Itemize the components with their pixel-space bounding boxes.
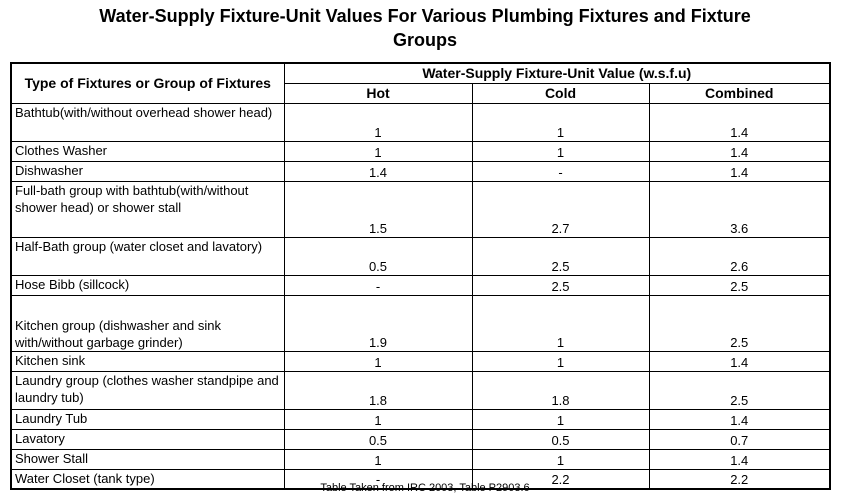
value-group-header: Water-Supply Fixture-Unit Value (w.s.f.u… (283, 62, 831, 84)
fixture-type-cell: Kitchen sink (10, 350, 285, 372)
hot-column-header: Hot (283, 82, 473, 104)
table-row: Half-Bath group (water closet and lavato… (10, 236, 831, 276)
type-column-header: Type of Fixtures or Group of Fixtures (10, 62, 285, 104)
table-row: Water Closet (tank type) -2.2 2.2 (10, 468, 831, 490)
table-row: Clothes Washer 1 1 1.4 (10, 140, 831, 162)
hot-value-cell: 1.4 (283, 160, 473, 182)
cold-value-cell: 1 (471, 448, 650, 470)
cold-value-cell: 1 (471, 350, 650, 372)
cold-value-cell: 1 (471, 102, 650, 142)
page-title: Water-Supply Fixture-Unit Values For Var… (0, 4, 850, 52)
combined-value-cell: 2.5 (648, 370, 831, 410)
cold-value-cell: 1.8 (471, 370, 650, 410)
table-row: Bathtub(with/without overhead shower hea… (10, 102, 831, 142)
table-row: Lavatory 0.5 0.5 0.7 (10, 428, 831, 450)
table-row: Laundry group (clothes washer standpipe … (10, 370, 831, 410)
combined-value-cell: 2.5 (648, 274, 831, 296)
cold-value-cell: 2.5 (471, 274, 650, 296)
table-row: Hose Bibb (sillcock) -2.5 2.5 (10, 274, 831, 296)
combined-value-cell: 2.6 (648, 236, 831, 276)
table-row: Kitchen sink 1 1 1.4 (10, 350, 831, 372)
combined-column-header: Combined (648, 82, 831, 104)
cold-value-cell: 2.7 (471, 180, 650, 238)
hot-value-cell: 1 (283, 140, 473, 162)
combined-value-cell: 2.5 (648, 294, 831, 352)
cold-value-cell: - (471, 160, 650, 182)
hot-value-cell: 1 (283, 350, 473, 372)
fixture-type-cell: Full-bath group with bathtub(with/withou… (10, 180, 285, 238)
combined-value-cell: 0.7 (648, 428, 831, 450)
table-row: Full-bath group with bathtub(with/withou… (10, 180, 831, 238)
hot-value-cell: 1.9 (283, 294, 473, 352)
fixture-type-cell: Dishwasher (10, 160, 285, 182)
combined-value-cell: 2.2 (648, 468, 831, 490)
cold-column-header: Cold (471, 82, 650, 104)
hot-value-cell: 1.8 (283, 370, 473, 410)
combined-value-cell: 1.4 (648, 350, 831, 372)
hot-value-cell: 0.5 (283, 428, 473, 450)
fixture-unit-table: Type of Fixtures or Group of Fixtures Wa… (10, 62, 831, 490)
table-row: Shower Stall 1 1 1.4 (10, 448, 831, 470)
fixture-type-cell: Laundry group (clothes washer standpipe … (10, 370, 285, 410)
fixture-type-cell: Half-Bath group (water closet and lavato… (10, 236, 285, 276)
table-row: Kitchen group (dishwasher and sink with/… (10, 294, 831, 352)
fixture-type-cell: Lavatory (10, 428, 285, 450)
fixture-type-cell: Kitchen group (dishwasher and sink with/… (10, 294, 285, 352)
combined-value-cell: 3.6 (648, 180, 831, 238)
cold-value-cell: 1 (471, 294, 650, 352)
table-row: Dishwasher 1.4-1.4 (10, 160, 831, 182)
combined-value-cell: 1.4 (648, 448, 831, 470)
hot-value-cell: - (283, 274, 473, 296)
cold-value-cell: 2.5 (471, 236, 650, 276)
title-line-2: Groups (392, 30, 457, 50)
hot-value-cell: 1.5 (283, 180, 473, 238)
cold-value-cell: 0.5 (471, 428, 650, 450)
hot-value-cell: 0.5 (283, 236, 473, 276)
table-row: Laundry Tub 1 1 1.4 (10, 408, 831, 430)
combined-value-cell: 1.4 (648, 140, 831, 162)
hot-value-cell: 1 (283, 408, 473, 430)
fixture-type-cell: Bathtub(with/without overhead shower hea… (10, 102, 285, 142)
combined-value-cell: 1.4 (648, 160, 831, 182)
fixture-type-cell: Laundry Tub (10, 408, 285, 430)
fixture-type-cell: Water Closet (tank type) (10, 468, 285, 490)
cold-value-cell: 2.2 (471, 468, 650, 490)
fixture-type-cell: Hose Bibb (sillcock) (10, 274, 285, 296)
fixture-type-cell: Clothes Washer (10, 140, 285, 162)
source-caption: Table Taken from IRC 2003, Table P2903.6 (320, 482, 530, 494)
hot-value-cell: 1 (283, 448, 473, 470)
hot-value-cell: 1 (283, 102, 473, 142)
combined-value-cell: 1.4 (648, 102, 831, 142)
fixture-type-cell: Shower Stall (10, 448, 285, 470)
combined-value-cell: 1.4 (648, 408, 831, 430)
cold-value-cell: 1 (471, 408, 650, 430)
cold-value-cell: 1 (471, 140, 650, 162)
title-line-1: Water-Supply Fixture-Unit Values For Var… (99, 6, 751, 26)
